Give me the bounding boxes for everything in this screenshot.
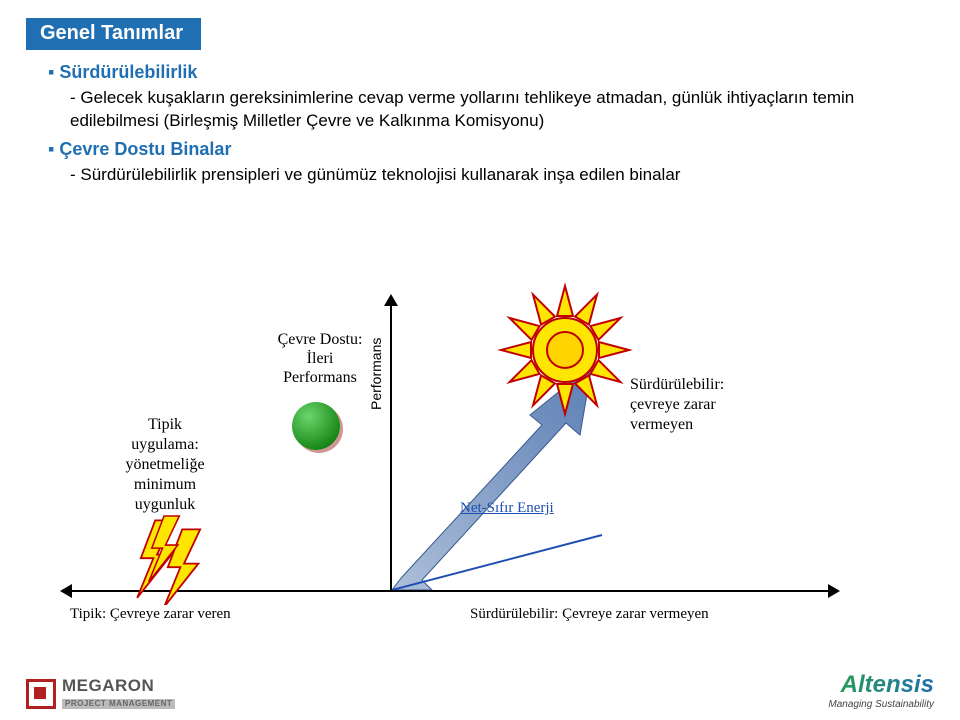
bullet-green-buildings-sub: Sürdürülebilirlik prensipleri ve günümüz… [70,164,920,187]
sustainable-label: Sürdürülebilir: çevreye zarar vermeyen [630,375,820,435]
axis-y-arrowhead [384,294,398,306]
lightning-icon [130,515,220,605]
logo-megaron-name: MEGARON [62,677,175,694]
sustainable-l1: Sürdürülebilir: [630,376,724,393]
axis-x-arrowhead-right [828,584,840,598]
bullet-sustainability: Sürdürülebilirlik [48,62,920,83]
green-friendly-l2: İleri [307,350,334,367]
sustainability-diagram: Performans Tipik uygulama: yönetmeliğe m… [70,300,890,640]
bullet-sustainability-sub: Gelecek kuşakların gereksinimlerine ceva… [70,87,920,133]
typical-label-l2: uygulama: [131,436,199,453]
axis-x-right-label: Sürdürülebilir: Çevreye zarar vermeyen [470,606,709,623]
typical-label-l3: yönetmeliğe [125,456,204,473]
bullet-green-buildings: Çevre Dostu Binalar [48,139,920,160]
sustainable-l3: vermeyen [630,416,693,433]
sustainable-l2: çevreye zarar [630,396,716,413]
logo-altensis-name: Altensis [828,671,934,699]
green-friendly-label: Çevre Dostu: İleri Performans [245,330,395,388]
logo-megaron-tag: PROJECT MANAGEMENT [62,699,175,709]
footer: MEGARON PROJECT MANAGEMENT Altensis Mana… [0,662,960,720]
typical-label-l4: minimum [134,476,196,493]
logo-megaron-mark-icon [26,679,56,709]
page-title: Genel Tanımlar [26,18,201,50]
axis-x-arrowhead-left [60,584,72,598]
netzero-line [392,530,612,590]
sun-icon [495,280,635,420]
typical-label-l1: Tipik [148,416,182,433]
logo-altensis: Altensis Managing Sustainability [828,671,934,710]
typical-label-l5: uygunluk [135,496,195,513]
green-friendly-l3: Performans [283,369,357,386]
axis-x-left-label: Tipik: Çevreye zarar veren [70,606,231,623]
green-friendly-l1: Çevre Dostu: [278,331,363,348]
typical-label: Tipik uygulama: yönetmeliğe minimum uygu… [80,415,250,515]
logo-altensis-tag: Managing Sustainability [828,699,934,710]
netzero-label: Net-Sıfır Enerji [460,500,554,517]
text-content: Sürdürülebilirlik Gelecek kuşakların ger… [48,56,920,193]
green-ball-icon [292,402,340,450]
logo-megaron: MEGARON PROJECT MANAGEMENT [26,677,175,710]
